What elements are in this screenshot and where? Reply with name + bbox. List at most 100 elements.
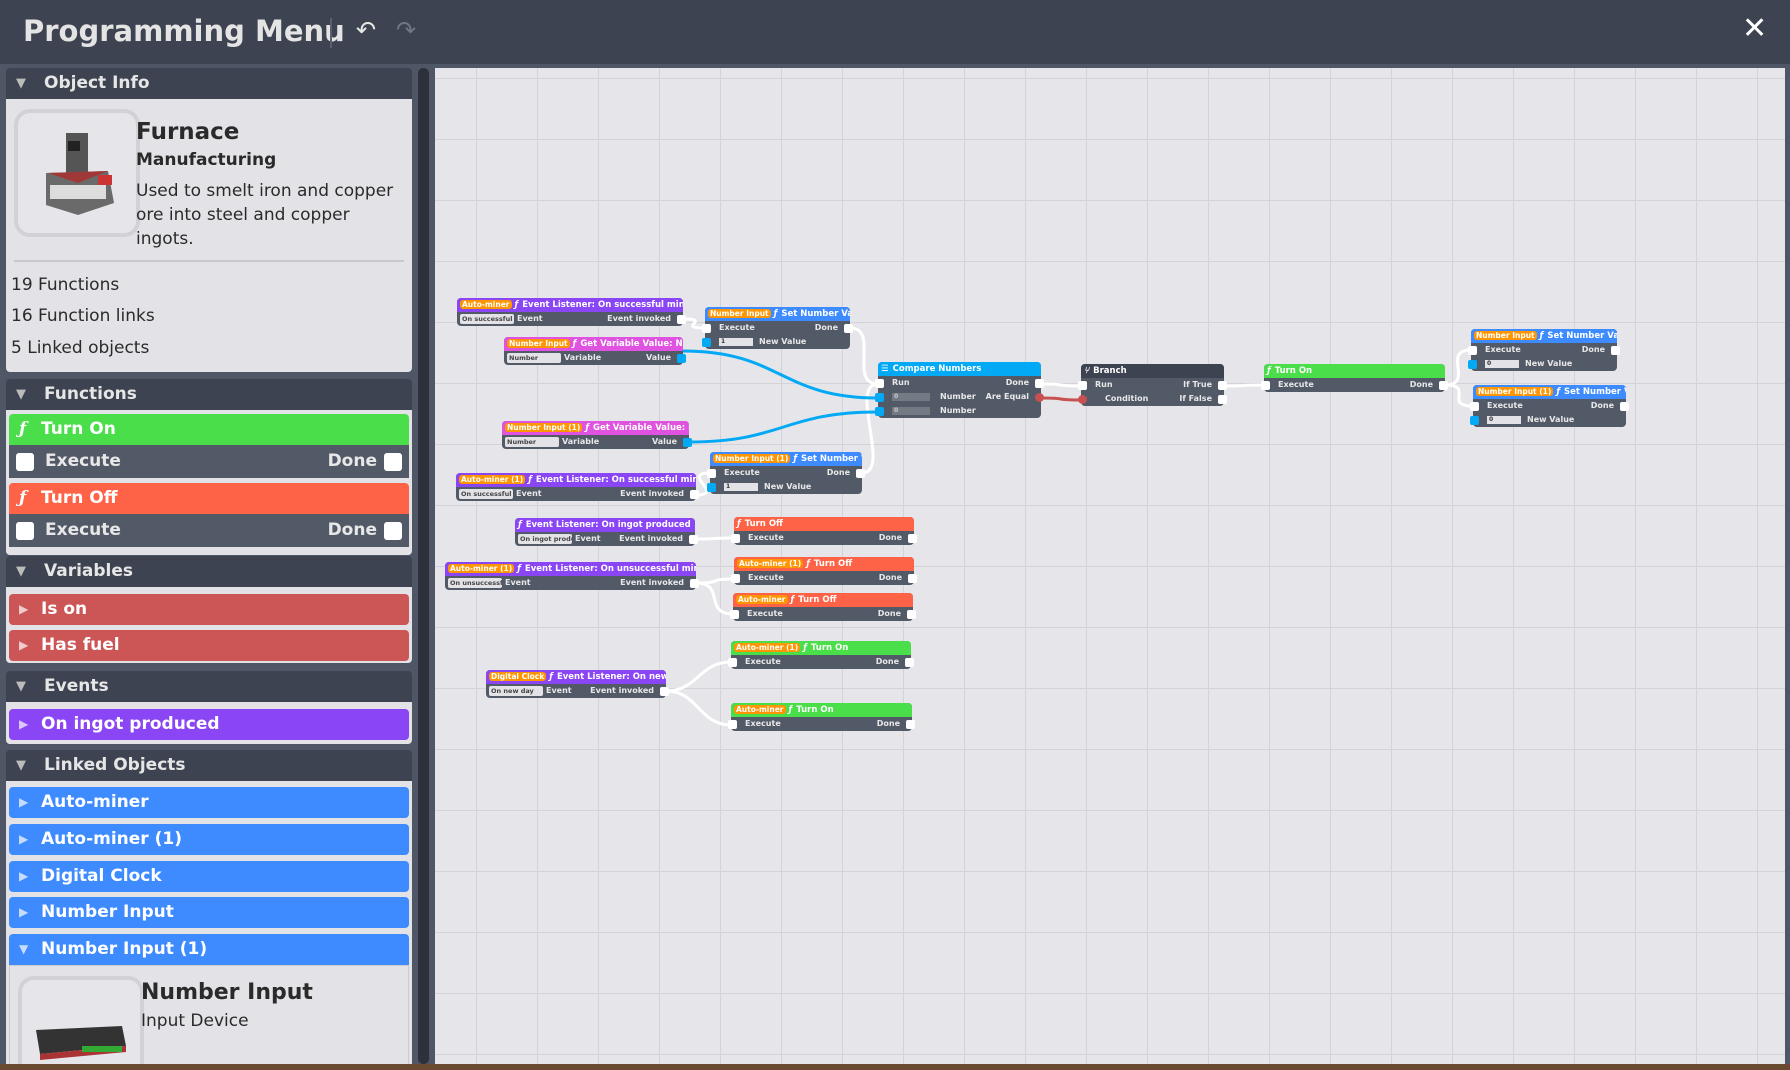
redo-icon[interactable]: ↷ [396,16,417,44]
node-canvas[interactable] [435,68,1785,1064]
output-port[interactable] [908,574,917,583]
linked-digital-clock[interactable]: ▶ Digital Clock [9,861,409,892]
output-port[interactable] [677,315,686,324]
output-port[interactable] [683,438,692,447]
value-input[interactable]: 0 [1487,416,1521,424]
input-port[interactable] [1261,381,1270,390]
input-port[interactable] [702,338,711,347]
graph-node[interactable]: ƒ Turn On Execute Done [1261,364,1448,392]
undo-icon[interactable]: ↶ [356,16,377,44]
graph-node[interactable]: Auto-miner (1) ƒ Event Listener: On unsucc… [445,562,699,590]
execute-port[interactable] [16,453,34,471]
graph-node[interactable]: Number Input (1) ƒ Get Variable Value: Num… [502,421,692,449]
number-input[interactable]: 0 [892,393,930,401]
output-port[interactable] [1035,393,1044,402]
output-port[interactable] [905,658,914,667]
graph-node[interactable]: ƒ Event Listener: On ingot produced On ing… [515,518,698,546]
graph-node[interactable]: ⑂ Branch Run If True Condition If False [1078,364,1227,406]
input-port[interactable] [875,379,884,388]
node-header[interactable]: ƒ Event Listener: On ingot produced [515,518,695,532]
input-port[interactable] [731,534,740,543]
output-port[interactable] [1611,346,1620,355]
output-port[interactable] [856,469,865,478]
output-port[interactable] [1439,381,1448,390]
input-port[interactable] [1078,395,1087,404]
input-port[interactable] [1468,346,1477,355]
value-input[interactable]: 1 [724,483,758,491]
node-header[interactable]: Auto-miner (1) ƒ Turn Off [734,557,914,571]
input-port[interactable] [1470,402,1479,411]
graph-node[interactable]: Auto-miner (1) ƒ Turn On Execute Done [728,641,914,669]
output-port[interactable] [844,324,853,333]
event-dropdown[interactable]: On unsuccessful [448,578,502,588]
node-header[interactable]: ⑂ Branch [1081,364,1224,378]
value-input[interactable]: 0 [1485,360,1519,368]
section-functions[interactable]: ▼ Functions [6,379,412,410]
event-dropdown[interactable]: On ingot produc [518,534,572,544]
event-dropdown[interactable]: Number [507,353,561,363]
input-port[interactable] [728,658,737,667]
graph-node[interactable]: Auto-miner ƒ Event Listener: On successful… [457,298,686,326]
input-port[interactable] [707,469,716,478]
linked-auto-miner[interactable]: ▶ Auto-miner [9,787,409,818]
event-dropdown[interactable]: On successful mi [459,489,513,499]
output-port[interactable] [690,490,699,499]
event-dropdown[interactable]: On new day [489,686,543,696]
output-port[interactable] [689,535,698,544]
input-port[interactable] [1468,360,1477,369]
input-port[interactable] [731,574,740,583]
output-port[interactable] [908,534,917,543]
output-port[interactable] [660,687,669,696]
function-turn-off[interactable]: ƒ Turn Off [9,483,409,514]
value-input[interactable]: 1 [719,338,753,346]
node-header[interactable]: Auto-miner (1) ƒ Turn On [731,641,911,655]
graph-node[interactable]: ƒ Turn Off Execute Done [731,517,917,545]
output-port[interactable] [1620,402,1629,411]
section-events[interactable]: ▼ Events [6,671,412,702]
input-port[interactable] [730,610,739,619]
sidebar-scrollbar[interactable] [418,68,429,1064]
output-port[interactable] [1035,379,1044,388]
input-port[interactable] [1470,416,1479,425]
function-turn-on[interactable]: ƒ Turn On [9,414,409,445]
linked-number-input[interactable]: ▶ Number Input [9,897,409,928]
input-port[interactable] [875,407,884,416]
linked-number-input-1[interactable]: ▼ Number Input (1) [9,934,409,965]
section-variables[interactable]: ▼ Variables [6,556,412,587]
input-port[interactable] [1078,381,1087,390]
node-header[interactable]: Auto-miner ƒ Turn Off [733,593,913,607]
variable-is-on[interactable]: ▶ Is on [9,594,409,625]
node-header[interactable]: ƒ Turn Off [734,517,914,531]
graph-node[interactable]: Auto-miner ƒ Turn Off Execute Done [730,593,916,621]
output-port[interactable] [906,720,915,729]
node-header[interactable]: ☰ Compare Numbers [878,362,1041,376]
event-dropdown[interactable]: On successful mi [460,314,514,324]
done-port[interactable] [384,453,402,471]
graph-node[interactable]: Auto-miner (1) ƒ Turn Off Execute Done [731,557,917,585]
input-port[interactable] [702,324,711,333]
input-port[interactable] [728,720,737,729]
output-port[interactable] [1218,381,1227,390]
node-header[interactable]: ƒ Turn On [1264,364,1445,378]
graph-node[interactable]: ☰ Compare Numbers Run Done 0 Number Are Equal 0… [875,362,1044,418]
node-header[interactable]: Auto-miner (1) ƒ Event Listener: On succes… [456,473,696,487]
linked-auto-miner-1[interactable]: ▶ Auto-miner (1) [9,824,409,855]
node-header[interactable]: Auto-miner ƒ Turn On [731,703,912,717]
output-port[interactable] [690,579,699,588]
event-dropdown[interactable]: Number [505,437,559,447]
input-port[interactable] [875,393,884,402]
variable-has-fuel[interactable]: ▶ Has fuel [9,630,409,661]
input-port[interactable] [707,483,716,492]
